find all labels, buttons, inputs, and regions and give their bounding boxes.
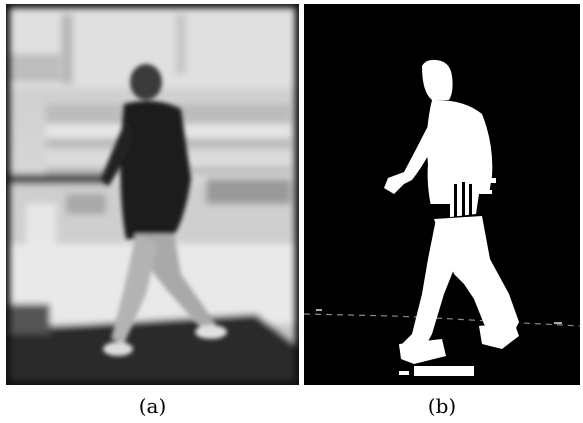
walking-person-photo xyxy=(6,4,299,385)
grayscale-photo-panel xyxy=(6,4,299,385)
caption-b: (b) xyxy=(427,394,457,418)
silhouette-mask-image xyxy=(304,4,580,385)
caption-a: (a) xyxy=(138,394,167,418)
binary-silhouette-panel xyxy=(304,4,580,385)
